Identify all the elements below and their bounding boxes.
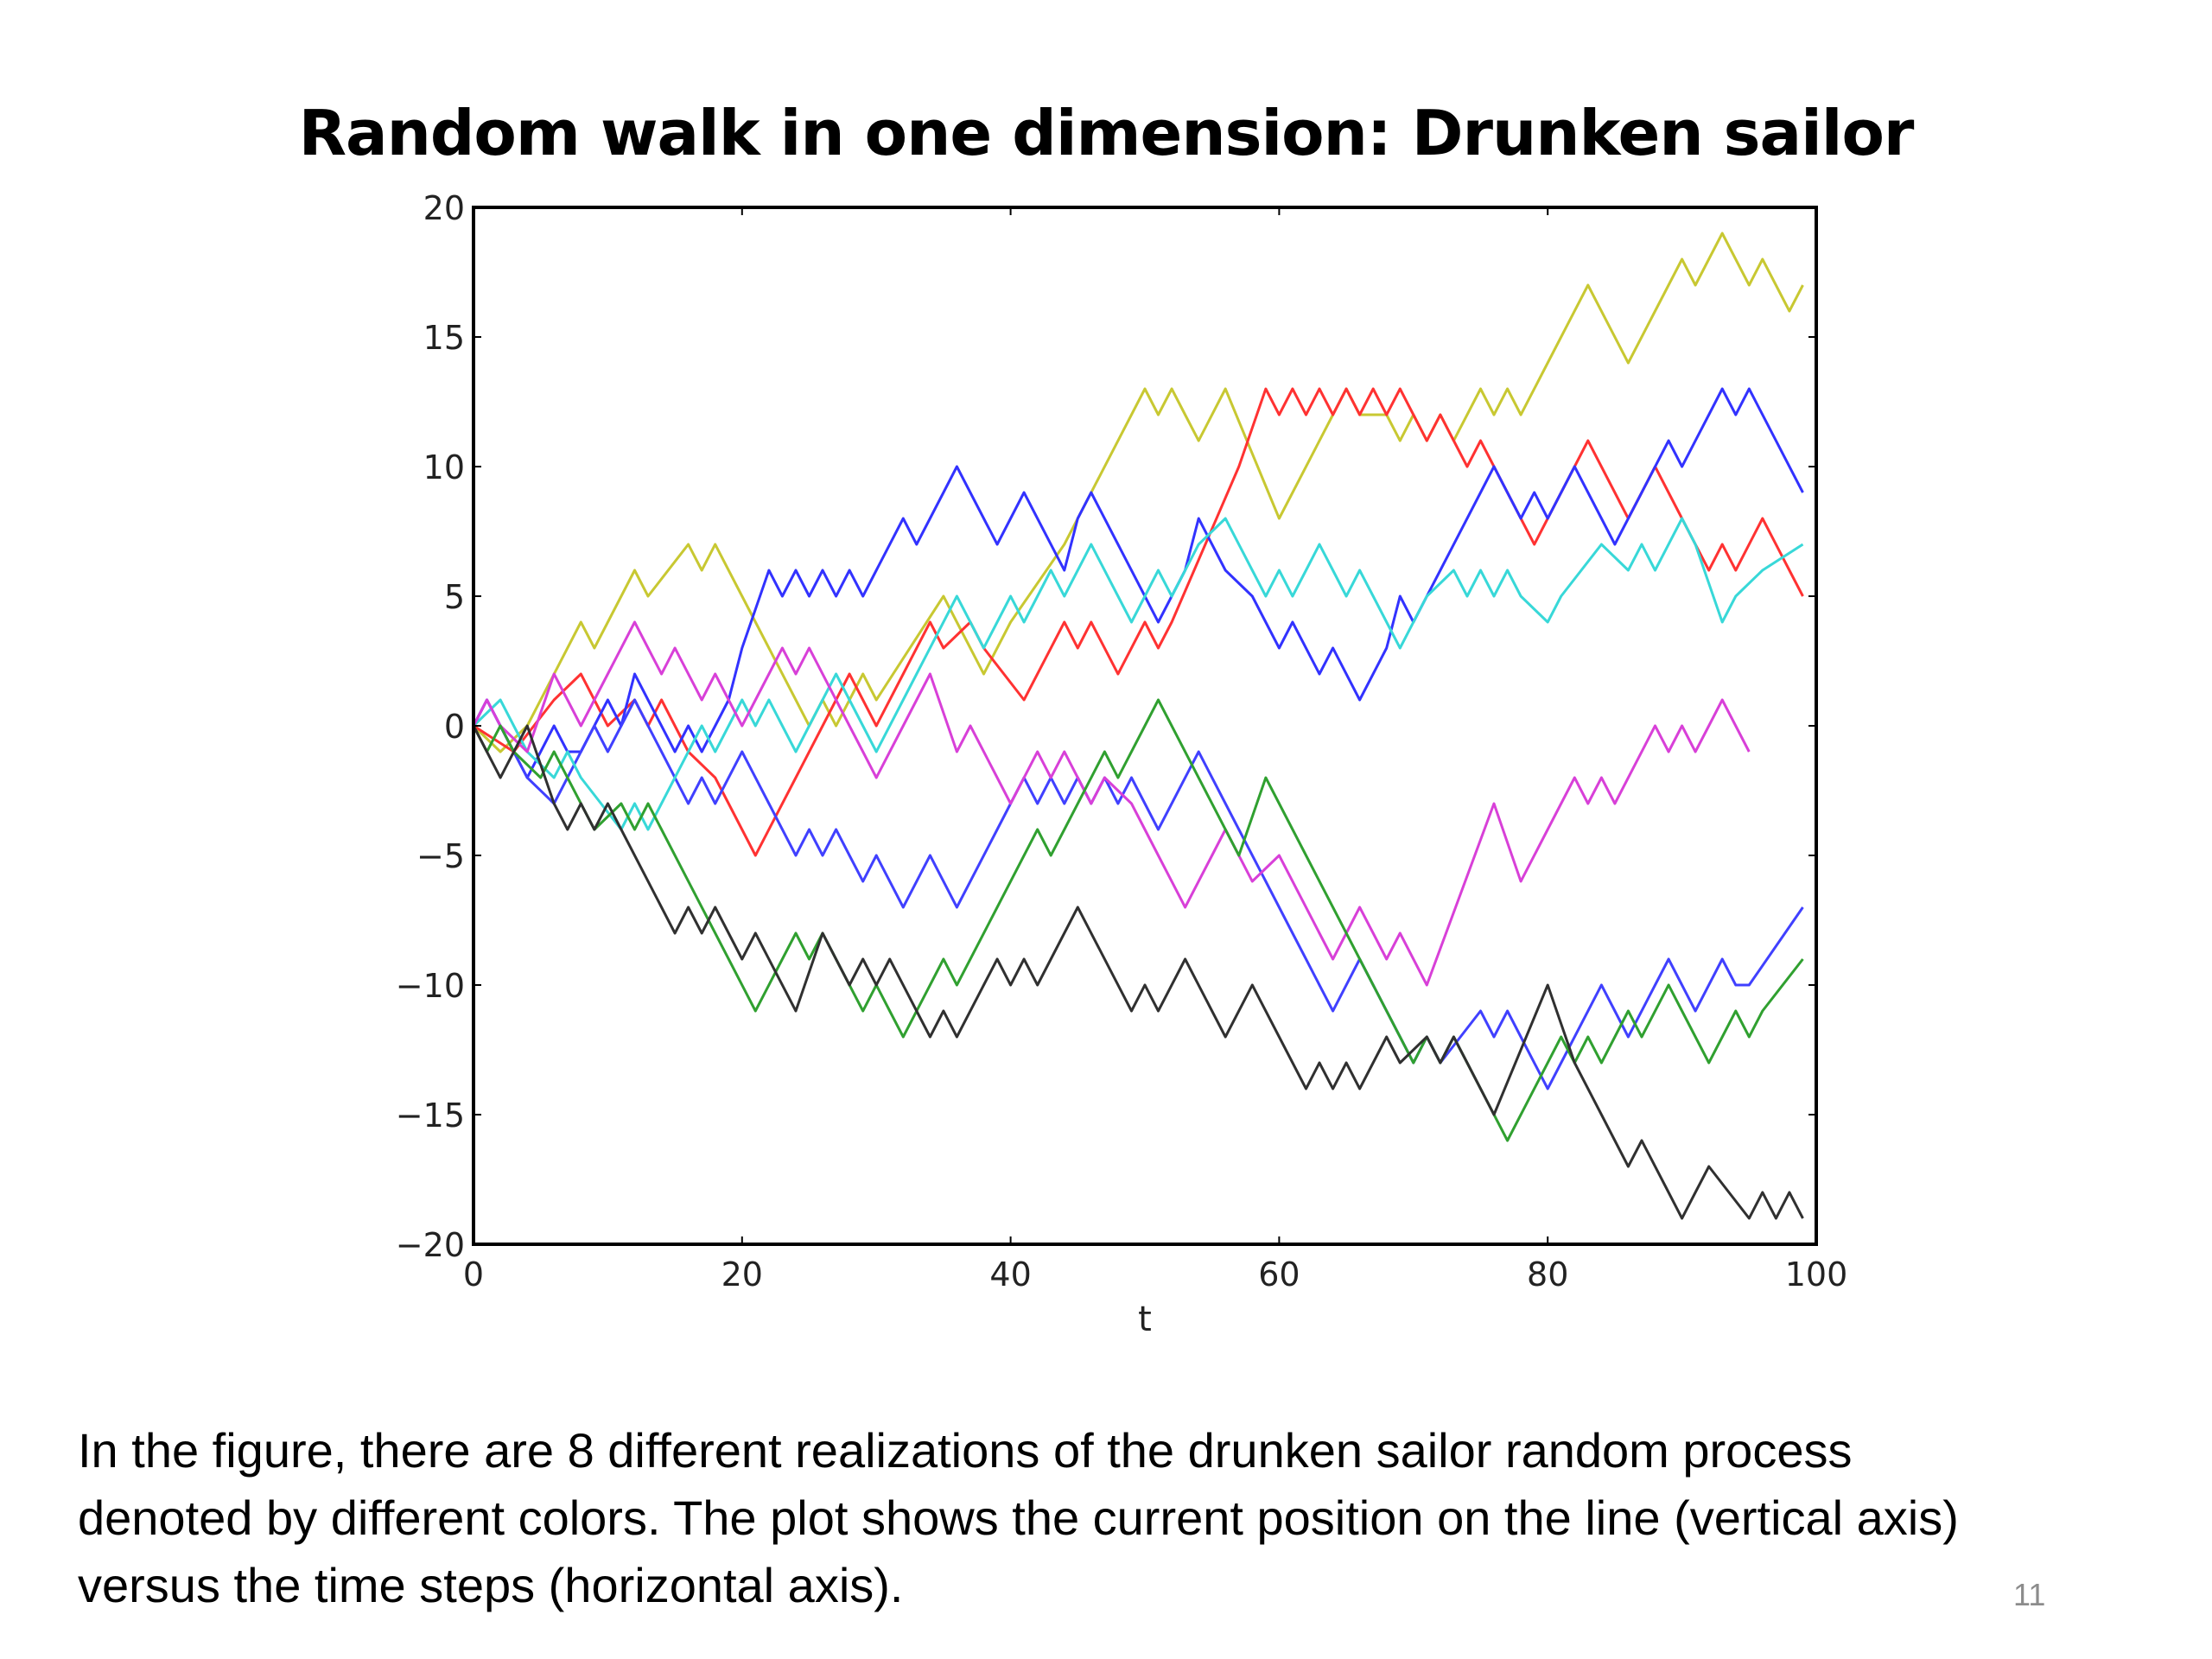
description-line-2: denoted by different colors. The plot sh… (78, 1491, 1959, 1545)
x-tick-label: 80 (1527, 1255, 1568, 1294)
series-line-5 (472, 517, 1804, 831)
slide-title: Random walk in one dimension: Drunken sa… (298, 97, 1915, 169)
x-tick-label: 20 (721, 1255, 763, 1294)
tick-layer: 0 20 40 60 80 100 20 15 10 5 0 −5 −10 −15 −20 (396, 189, 1847, 1294)
series-line-6 (472, 620, 1751, 987)
y-tick-label: −5 (416, 837, 465, 875)
x-tick-label: 40 (989, 1255, 1031, 1294)
y-tick-label: 0 (444, 708, 465, 746)
slide-page-number: 11 (2013, 1577, 2046, 1612)
x-tick-label: 100 (1785, 1255, 1848, 1294)
series-line-2 (473, 387, 1804, 857)
series-line-4 (472, 698, 1804, 1090)
y-tick-label: −10 (396, 967, 465, 1005)
series-line-1 (472, 232, 1804, 753)
x-tick-label: 60 (1258, 1255, 1300, 1294)
y-tick-label: −20 (396, 1226, 465, 1264)
plot-area-frame (472, 206, 1818, 1246)
y-tick-label: 5 (444, 578, 465, 616)
x-tick-label: 0 (463, 1255, 484, 1294)
slide-description: In the figure, there are 8 different rea… (78, 1417, 2152, 1619)
series-line-7 (472, 698, 1804, 1142)
series-line-3 (472, 387, 1804, 779)
y-tick-label: 10 (423, 448, 465, 486)
y-tick-label: −15 (396, 1096, 465, 1135)
series-line-8 (472, 724, 1804, 1220)
description-line-1: In the figure, there are 8 different rea… (78, 1423, 1853, 1478)
series-layer (472, 232, 1804, 1220)
y-tick-label: 15 (423, 319, 465, 357)
x-axis-label: t (1138, 1300, 1152, 1339)
description-line-3: versus the time steps (horizontal axis). (78, 1558, 904, 1612)
y-tick-label: 20 (423, 189, 465, 227)
